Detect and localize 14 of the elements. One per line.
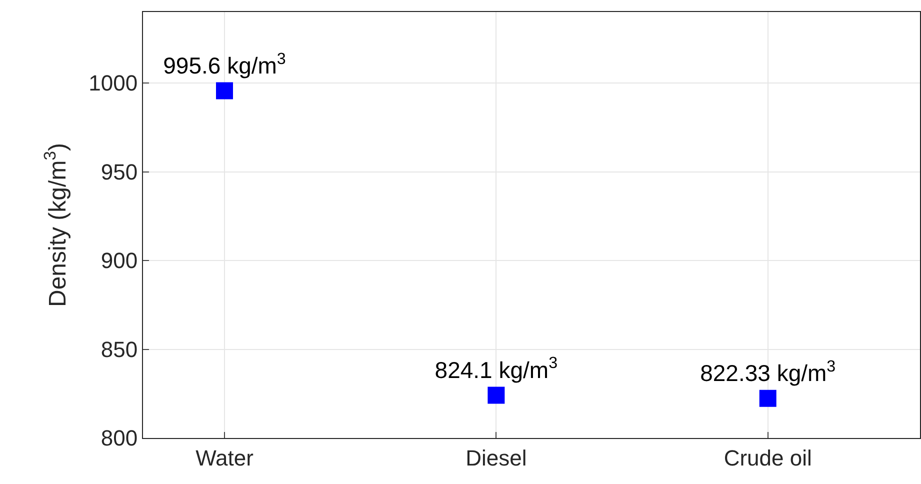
point <box>216 82 233 100</box>
data-label: 822.33 kg/m$^{3}$ <box>700 357 836 386</box>
y-tick-label: 950 <box>100 159 138 184</box>
y-tick-label: 900 <box>100 248 138 274</box>
data-label: 995.6 kg/m$^{3}$ <box>163 50 286 78</box>
point <box>488 386 505 404</box>
y-tick-label: 800 <box>100 426 138 451</box>
point <box>759 390 776 407</box>
y-tick-label: 850 <box>100 336 138 362</box>
x-tick-label: Diesel <box>466 445 527 470</box>
x-tick-label: Water <box>196 445 254 470</box>
x-tick-label: Crude oil <box>724 445 812 470</box>
y-tick-label: 1000 <box>88 70 138 96</box>
data-label: 824.1 kg/m$^{3}$ <box>434 354 558 383</box>
